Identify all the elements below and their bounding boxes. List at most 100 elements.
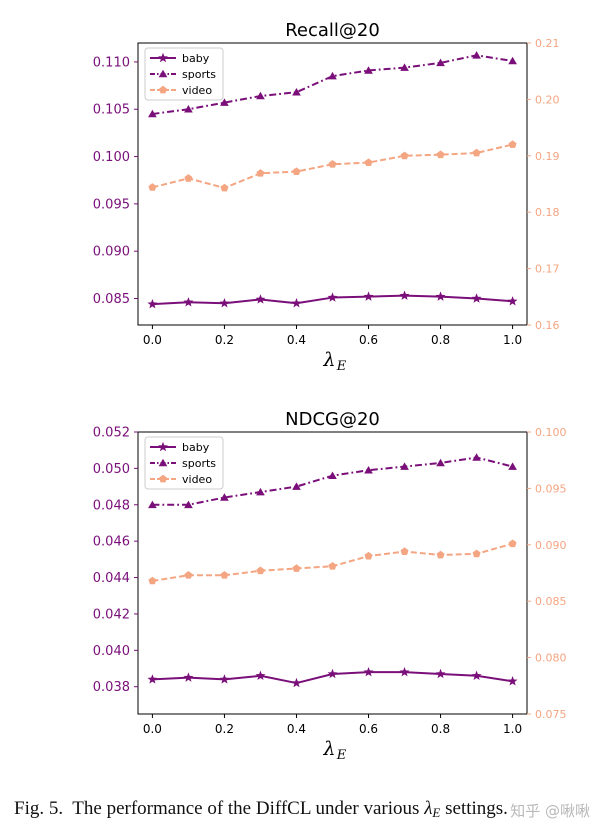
legend-marker-baby xyxy=(158,52,168,63)
point-video xyxy=(184,174,193,182)
y-left-tick-label: 0.085 xyxy=(93,292,130,307)
figure-caption: Fig. 5. The performance of the DiffCL un… xyxy=(14,798,594,821)
y-right-tick-label: 0.100 xyxy=(535,426,567,439)
y-right-tick-label: 0.090 xyxy=(535,539,567,552)
legend-label-video: video xyxy=(182,473,212,486)
series-line-video xyxy=(152,143,513,189)
point-baby xyxy=(435,668,446,679)
point-video xyxy=(292,167,301,175)
caption-lambda-sub: E xyxy=(432,805,441,820)
legend-label-video: video xyxy=(182,84,212,97)
caption-prefix: Fig. 5. xyxy=(14,798,64,819)
point-video xyxy=(472,148,481,157)
point-sports xyxy=(220,98,229,106)
y-left-tick-label: 0.046 xyxy=(93,535,130,550)
y-right-tick-label: 0.16 xyxy=(535,319,560,332)
point-sports xyxy=(256,91,265,100)
point-baby xyxy=(183,672,194,682)
point-baby xyxy=(147,674,158,684)
x-tick-label: 0.2 xyxy=(215,333,234,347)
point-video xyxy=(400,547,409,555)
point-baby xyxy=(471,293,482,303)
legend-marker-baby xyxy=(158,441,168,452)
point-video xyxy=(472,549,481,558)
y-left-tick-label: 0.044 xyxy=(93,571,130,586)
point-video xyxy=(184,571,193,579)
y-left-tick-label: 0.090 xyxy=(93,245,130,260)
y-right-tick-label: 0.19 xyxy=(535,150,560,163)
y-left-tick-label: 0.052 xyxy=(93,426,130,441)
x-tick-label: 0.4 xyxy=(287,333,306,347)
y-right-tick-label: 0.085 xyxy=(535,595,567,608)
point-video xyxy=(292,564,301,572)
point-sports xyxy=(184,105,193,113)
chart-title: Recall@20 xyxy=(285,20,380,41)
point-baby xyxy=(327,668,338,679)
x-tick-label: 0.6 xyxy=(359,333,378,347)
legend-marker-video xyxy=(159,85,167,94)
point-video xyxy=(256,566,265,575)
figure-canvas: Recall@200.0 0.2 0.4 0.6 0.8 1.0λ E0.0850.0900… xyxy=(93,20,567,763)
point-sports xyxy=(256,487,265,496)
y-right-tick-label: 0.20 xyxy=(535,93,560,106)
point-baby xyxy=(255,294,266,304)
point-video xyxy=(364,551,373,560)
y-left-tick-label: 0.100 xyxy=(93,150,130,165)
y-right-tick-label: 0.080 xyxy=(535,652,567,665)
point-sports xyxy=(508,56,517,65)
point-sports xyxy=(472,51,481,59)
point-sports xyxy=(472,453,481,461)
x-axis-label: λ xyxy=(322,349,335,371)
y-right-tick-label: 0.075 xyxy=(535,708,567,721)
y-left-tick-label: 0.050 xyxy=(93,462,130,477)
point-sports xyxy=(328,71,337,80)
recall-chart: Recall@20 0.0 0.2 0.4 0.6 0.8 1.0 λ E 0.085 0.090 0… xyxy=(93,20,560,374)
point-video xyxy=(436,550,445,559)
plot-frame xyxy=(137,431,528,715)
ndcg-chart: NDCG@20 0.0 0.2 0.4 0.6 0.8 1.0 λ E 0.038 0.040 0.0… xyxy=(93,409,567,763)
legend-label-baby: baby xyxy=(182,52,210,65)
x-axis-label-sub: E xyxy=(336,359,347,374)
x-tick-label: 0.0 xyxy=(143,722,162,736)
point-video xyxy=(148,576,157,585)
point-baby xyxy=(183,297,194,307)
point-video xyxy=(436,150,445,159)
caption-settings: settings. xyxy=(445,798,508,819)
point-sports xyxy=(436,58,445,67)
point-video xyxy=(220,571,229,579)
point-baby xyxy=(471,670,482,680)
legend-marker-sports xyxy=(158,69,168,78)
point-sports xyxy=(364,466,373,474)
point-sports xyxy=(328,471,337,479)
point-sports xyxy=(400,63,409,71)
x-tick-label: 0.8 xyxy=(431,333,450,347)
legend-marker-sports xyxy=(158,458,168,467)
point-baby xyxy=(255,670,266,680)
x-tick-label: 0.0 xyxy=(143,333,162,347)
point-sports xyxy=(364,66,373,74)
caption-lambda: λ xyxy=(424,798,433,819)
y-right-tick-label: 0.18 xyxy=(535,206,560,219)
point-sports xyxy=(436,458,445,467)
point-video xyxy=(508,539,517,548)
series-line-sports xyxy=(152,54,513,115)
y-right-tick-label: 0.21 xyxy=(535,37,560,50)
point-sports xyxy=(292,88,301,96)
point-baby xyxy=(435,291,446,301)
point-baby xyxy=(291,298,302,308)
point-baby xyxy=(399,666,410,677)
point-baby xyxy=(507,296,518,306)
y-left-tick-label: 0.040 xyxy=(93,644,130,659)
y-right-tick-label: 0.095 xyxy=(535,482,567,495)
point-video xyxy=(148,183,157,191)
plot-frame xyxy=(137,42,528,326)
x-tick-label: 0.6 xyxy=(359,722,378,736)
watermark: 知乎 @啾啾 xyxy=(510,802,590,820)
point-sports xyxy=(148,500,157,509)
point-sports xyxy=(184,500,193,509)
y-left-tick-label: 0.105 xyxy=(93,103,130,118)
point-sports xyxy=(508,462,517,470)
x-tick-label: 0.2 xyxy=(215,722,234,736)
y-right-tick-label: 0.17 xyxy=(535,263,560,276)
point-video xyxy=(328,160,337,168)
